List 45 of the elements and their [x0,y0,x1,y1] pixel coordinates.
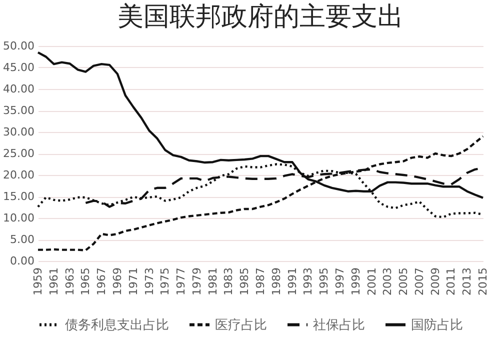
x-tick-label: 1997 [333,268,346,296]
x-tick-label: 1963 [63,268,76,296]
x-tick-label: 1987 [254,268,267,296]
x-tick-label: 2005 [397,268,410,296]
x-tick-label: 1967 [95,268,108,296]
y-tick-label: 5.00 [10,233,34,246]
y-tick-label: 10.00 [3,212,34,224]
chart-title: 美国联邦政府的主要支出 [118,2,404,32]
y-tick-label: 0.00 [10,254,34,268]
x-tick-label: 2009 [428,268,442,296]
legend-label: 国防占比 [411,318,463,333]
x-tick-label: 2011 [444,268,458,296]
legend-label: 债务利息支出占比 [65,318,169,333]
x-tick-label: 1973 [142,268,156,296]
x-tick-label: 1975 [158,268,172,296]
x-tick-label: 2013 [460,268,474,296]
x-tick-label: 1991 [286,268,299,296]
x-tick-label: 1999 [349,268,362,296]
y-tick-label: 50.00 [3,40,34,52]
x-tick-label: 1993 [302,268,315,296]
x-tick-label: 1969 [110,268,124,296]
x-tick-label: 1989 [270,268,283,296]
y-tick-label: 25.00 [3,147,34,160]
x-tick-label: 1979 [190,268,204,296]
x-tick-label: 1959 [32,268,44,296]
x-tick-label: 1985 [238,268,252,296]
legend-label: 社保占比 [313,318,365,333]
y-tick-label: 30.00 [3,126,34,138]
x-tick-label: 1971 [126,268,140,296]
x-tick-label: 1995 [318,268,331,296]
x-tick-label: 2001 [365,268,378,296]
legend-label: 医疗占比 [215,318,267,333]
y-tick-label: 15.00 [3,190,34,203]
y-tick-label: 40.00 [3,82,34,96]
x-tick-label: 2007 [412,268,426,296]
x-tick-label: 1977 [174,268,188,296]
x-tick-label: 1981 [206,268,220,296]
x-tick-label: 1983 [222,268,236,296]
x-tick-label: 2003 [381,268,394,296]
y-tick-label: 20.00 [3,168,34,182]
y-tick-label: 45.00 [3,61,34,74]
x-tick-label: 1965 [79,268,92,296]
x-tick-label: 2015 [476,268,490,296]
x-tick-label: 1961 [47,268,60,296]
y-tick-label: 35.00 [3,104,34,117]
